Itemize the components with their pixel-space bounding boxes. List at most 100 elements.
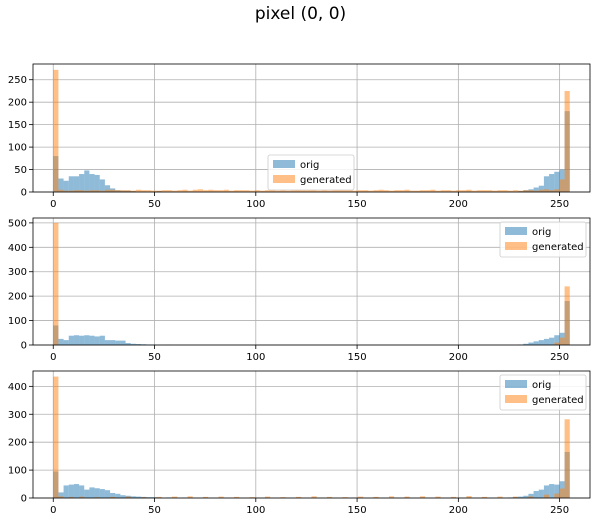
histogram-bar <box>218 190 224 192</box>
histogram-bar <box>507 190 513 192</box>
histogram-bar <box>203 496 209 498</box>
histogram-bar <box>321 190 327 192</box>
histogram-bar <box>228 190 235 192</box>
legend-swatch <box>505 395 527 403</box>
histogram-bar <box>538 185 544 192</box>
x-tick-label: 200 <box>449 352 468 363</box>
histogram-bar <box>456 190 462 192</box>
histogram-bar <box>172 190 178 192</box>
histogram-bar <box>332 190 338 192</box>
histogram-bar <box>135 189 142 192</box>
histogram-bar <box>523 495 529 498</box>
histogram-bar <box>63 340 69 345</box>
histogram-bar <box>554 342 560 345</box>
histogram-bar <box>79 174 85 192</box>
histogram-bar <box>110 496 116 498</box>
series-generated <box>53 222 570 345</box>
histogram-bar <box>223 189 229 192</box>
x-tick-label: 250 <box>550 505 569 516</box>
histogram-bar <box>481 496 488 498</box>
histogram-bar <box>549 484 555 498</box>
histogram-bar <box>79 190 85 192</box>
histogram-bar <box>73 484 80 498</box>
histogram-bar <box>342 190 348 192</box>
histogram-bar <box>146 190 152 192</box>
histogram-bar <box>130 496 136 498</box>
legend: orig generated <box>499 374 587 411</box>
histogram-bar <box>99 190 105 192</box>
histogram-bar <box>68 496 74 498</box>
histogram-bar <box>104 340 111 345</box>
histogram-bar <box>249 190 255 192</box>
histogram-bar <box>53 222 59 345</box>
histogram-bar <box>58 189 64 192</box>
histogram-bar <box>265 190 271 192</box>
y-tick-label: 500 <box>8 218 27 229</box>
histogram-bar <box>73 335 80 345</box>
histogram-bar <box>192 189 198 192</box>
histogram-bar <box>79 496 85 498</box>
histogram-bar <box>58 338 64 345</box>
histogram-bar <box>337 189 343 192</box>
histogram-bar <box>357 190 364 192</box>
histogram-bar <box>135 344 142 345</box>
histogram-bar <box>497 496 503 498</box>
histogram-bar <box>554 171 560 192</box>
legend-swatch <box>505 242 527 250</box>
histogram-bar <box>528 493 534 498</box>
histogram-bar <box>84 170 90 192</box>
histogram-bar <box>89 335 95 345</box>
histogram-bar <box>151 190 157 192</box>
histogram-bar <box>290 190 297 192</box>
legend-swatch <box>505 380 527 388</box>
histogram-bar <box>203 190 209 192</box>
y-tick-label: 400 <box>8 382 27 393</box>
y-tick-label: 150 <box>8 120 27 131</box>
histogram-bar <box>425 190 431 192</box>
histogram-bar <box>130 190 136 192</box>
legend-label: orig <box>300 160 319 171</box>
histogram-bar <box>518 190 524 192</box>
histogram-bar <box>476 190 482 192</box>
histogram-bar <box>94 488 100 498</box>
x-tick-label: 200 <box>449 199 468 210</box>
histogram-bar <box>533 190 539 192</box>
histogram-bar <box>239 190 245 192</box>
x-tick-label: 200 <box>449 505 468 516</box>
histogram-bar <box>538 489 544 498</box>
histogram-bar <box>125 496 131 498</box>
x-tick-label: 100 <box>246 199 265 210</box>
histogram-bar <box>58 496 64 498</box>
x-tick-label: 50 <box>148 352 161 363</box>
histogram-bar <box>533 187 539 192</box>
histogram-bar <box>378 189 384 192</box>
histogram-bar <box>58 492 64 498</box>
series-generated <box>53 376 570 498</box>
legend-label: generated <box>300 175 352 186</box>
histogram-bar <box>285 190 291 192</box>
histogram-bar <box>554 484 560 498</box>
legend-label: generated <box>532 395 584 406</box>
histogram-bar <box>254 190 260 192</box>
y-tick-label: 300 <box>8 267 27 278</box>
histogram-bar <box>197 189 204 192</box>
histogram-bar <box>110 492 116 498</box>
histogram-bar <box>419 496 426 498</box>
x-tick-label: 0 <box>50 199 56 210</box>
histogram-bar <box>528 496 534 498</box>
histogram-bar <box>110 189 116 192</box>
histogram-bar <box>352 190 358 192</box>
histogram-bar <box>120 340 126 345</box>
legend-swatch <box>273 160 295 168</box>
histogram-bar <box>84 335 90 345</box>
histogram-bar <box>559 179 565 192</box>
legend: orig generated <box>267 154 355 191</box>
histogram-bar <box>311 496 317 498</box>
histogram-bar <box>404 189 410 192</box>
histogram-bar <box>549 337 555 345</box>
histogram-bar <box>177 190 183 192</box>
histogram-bar <box>450 496 457 498</box>
histogram-bar <box>213 190 219 192</box>
legend-swatch <box>273 175 295 183</box>
histogram-bar <box>326 496 333 498</box>
